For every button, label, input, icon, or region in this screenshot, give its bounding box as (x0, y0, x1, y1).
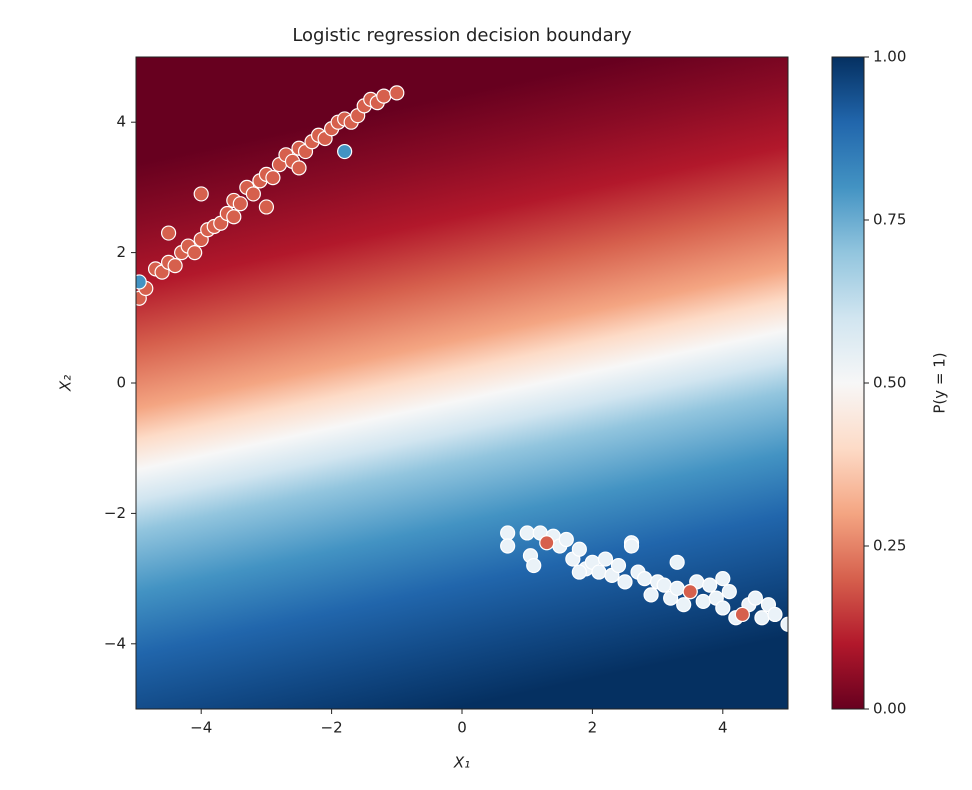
point (376, 88, 392, 104)
point (500, 525, 516, 541)
point (265, 170, 281, 186)
y-axis-label: X₂ (57, 375, 75, 392)
point (695, 593, 711, 610)
point (734, 606, 750, 623)
point (167, 258, 183, 274)
x-tick-label: 4 (718, 719, 728, 737)
point (591, 564, 607, 580)
y-tick-label: 4 (116, 113, 126, 131)
point (754, 610, 770, 626)
x-tick-label: 0 (457, 719, 467, 737)
point (597, 551, 614, 567)
colorbar (831, 56, 865, 710)
point (226, 209, 242, 225)
point (780, 616, 788, 632)
point (519, 525, 535, 541)
point (676, 597, 692, 613)
x-tick-label: −2 (321, 719, 343, 737)
chart-title: Logistic regression decision boundary (292, 25, 632, 46)
colorbar-tick-label: 1.00 (873, 48, 906, 66)
point (526, 557, 542, 574)
point (136, 274, 147, 290)
point (643, 587, 659, 603)
point (610, 557, 627, 574)
x-tick-label: 2 (588, 719, 598, 737)
x-axis-label: X₁ (453, 754, 470, 772)
point (187, 245, 203, 261)
y-tick-label: −4 (104, 634, 126, 652)
point (636, 570, 653, 587)
point (669, 580, 685, 596)
point (617, 574, 633, 590)
point (715, 570, 731, 587)
point (623, 538, 640, 554)
point (500, 538, 516, 554)
point (656, 577, 672, 593)
x-tick-label: −4 (190, 719, 212, 737)
colorbar-label: P(y = 1) (931, 352, 949, 413)
point (232, 196, 248, 212)
point (721, 584, 737, 600)
point (245, 186, 261, 202)
point (767, 606, 783, 623)
point (337, 143, 353, 160)
point (291, 160, 307, 176)
y-tick-label: −2 (104, 504, 126, 522)
point (715, 600, 731, 616)
point (539, 535, 555, 551)
point (258, 199, 274, 215)
points (136, 85, 788, 632)
y-tick-label: 0 (116, 374, 126, 392)
point (682, 584, 698, 600)
probability-surface (136, 57, 788, 709)
point (558, 531, 574, 548)
colorbar-tick-label: 0.50 (873, 374, 906, 392)
y-tick-label: 2 (116, 243, 126, 261)
colorbar-tick-label: 0.25 (873, 537, 906, 555)
point (571, 541, 587, 557)
point (747, 590, 764, 606)
point (161, 225, 177, 241)
colorbar-tick-label: 0.00 (873, 700, 906, 718)
colorbar-tick-label: 0.75 (873, 211, 906, 229)
point (669, 554, 685, 570)
point (389, 85, 405, 101)
point (702, 577, 718, 593)
point (193, 186, 209, 202)
point (571, 564, 587, 580)
